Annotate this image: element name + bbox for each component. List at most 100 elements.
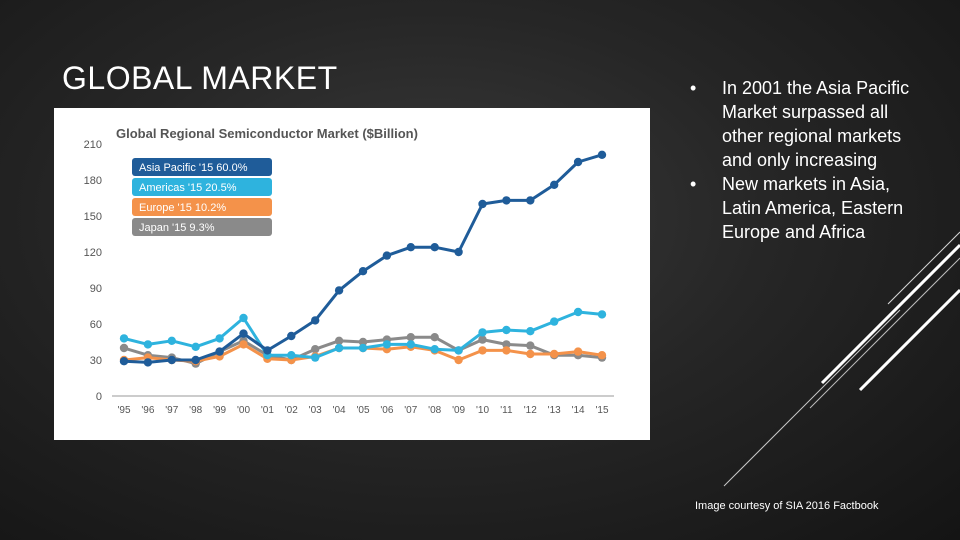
series-asia — [119, 150, 607, 367]
data-point-americas — [167, 336, 176, 345]
data-point-japan — [526, 341, 535, 350]
image-caption: Image courtesy of SIA 2016 Factbook — [695, 500, 879, 512]
data-point-americas — [334, 343, 344, 353]
data-point-asia — [287, 331, 296, 341]
data-point-asia — [502, 196, 511, 205]
data-point-europe — [573, 347, 583, 356]
x-axis-ticks: '95 '96 '97 '98 '99 '00 '01 '02 '03 '04 '05 '06 '07 '… — [117, 405, 608, 416]
x-tick-label: '97 — [165, 405, 178, 416]
data-point-asia — [454, 247, 463, 257]
chart-panel: Global Regional Semiconductor Market ($B… — [54, 108, 650, 440]
data-point-europe — [597, 351, 607, 360]
bullet-item: • In 2001 the Asia Pacific Market surpas… — [678, 76, 918, 172]
data-point-americas — [119, 334, 129, 343]
data-point-asia — [550, 180, 559, 189]
x-tick-label: '03 — [309, 405, 322, 416]
semiconductor-market-chart: Global Regional Semiconductor Market ($B… — [84, 126, 614, 416]
data-point-europe — [526, 349, 535, 359]
data-point-americas — [550, 317, 559, 326]
x-tick-label: '05 — [356, 405, 369, 416]
x-tick-label: '96 — [141, 405, 154, 416]
data-point-asia — [358, 267, 368, 276]
x-tick-label: '99 — [213, 405, 226, 416]
x-tick-label: '95 — [117, 405, 130, 416]
x-tick-label: '00 — [237, 405, 250, 416]
legend-label: Europe '15 10.2% — [139, 202, 226, 214]
data-point-americas — [573, 307, 583, 317]
data-point-americas — [502, 325, 511, 335]
legend-swatch-japan — [132, 218, 272, 236]
data-point-japan — [334, 336, 344, 345]
y-tick-label: 210 — [84, 139, 102, 151]
data-point-japan — [430, 333, 439, 342]
data-point-asia — [430, 243, 439, 252]
deco-line — [820, 243, 960, 385]
data-point-americas — [382, 340, 392, 349]
data-point-asia — [526, 196, 535, 205]
x-tick-label: '06 — [380, 405, 393, 416]
legend-swatch-asia — [132, 158, 272, 176]
data-point-asia — [382, 251, 392, 260]
data-point-japan — [358, 337, 368, 347]
legend-swatch-americas — [132, 178, 272, 196]
data-point-europe — [239, 340, 248, 349]
data-point-asia — [191, 355, 200, 365]
data-point-europe — [502, 346, 511, 355]
y-tick-label: 90 — [90, 283, 102, 295]
x-tick-label: '07 — [404, 405, 417, 416]
data-point-americas — [311, 353, 320, 362]
x-tick-label: '13 — [548, 405, 561, 416]
data-point-americas — [239, 313, 248, 323]
series-americas — [119, 307, 607, 362]
chart-title: Global Regional Semiconductor Market ($B… — [116, 126, 418, 141]
data-point-americas — [526, 327, 535, 336]
data-point-asia — [311, 316, 320, 325]
data-point-japan — [119, 343, 129, 353]
data-point-asia — [167, 355, 176, 365]
data-point-americas — [597, 310, 607, 319]
data-point-asia — [573, 157, 583, 167]
x-tick-label: '08 — [428, 405, 441, 416]
y-tick-label: 120 — [84, 247, 102, 259]
chart-legend: Asia Pacific '15 60.0% Americas '15 20.5%… — [132, 158, 272, 236]
deco-line — [723, 309, 901, 487]
bullet-text: New markets in Asia, Latin America, East… — [722, 174, 904, 242]
data-point-americas — [430, 345, 439, 354]
x-tick-label: '09 — [452, 405, 465, 416]
data-point-asia — [143, 358, 153, 367]
data-point-asia — [597, 150, 607, 159]
y-tick-label: 60 — [90, 319, 102, 331]
deco-line — [858, 288, 960, 392]
bullet-marker: • — [690, 174, 697, 194]
data-point-americas — [215, 334, 224, 343]
data-point-americas — [454, 346, 463, 355]
data-point-americas — [358, 343, 368, 353]
legend-label: Japan '15 9.3% — [139, 222, 215, 234]
data-point-europe — [454, 355, 463, 365]
data-point-asia — [119, 357, 129, 366]
legend-label: Americas '15 20.5% — [139, 182, 237, 194]
data-point-europe — [550, 349, 559, 359]
data-point-japan — [406, 333, 415, 342]
data-point-asia — [406, 243, 415, 252]
bullet-marker: • — [690, 78, 697, 98]
x-tick-label: '14 — [572, 405, 585, 416]
x-tick-label: '04 — [333, 405, 346, 416]
data-point-japan — [502, 340, 511, 349]
slide-title: GLOBAL MARKET — [62, 60, 338, 96]
y-axis-ticks: 0 30 60 90 120 150 180 210 — [84, 139, 102, 403]
y-tick-label: 30 — [90, 355, 102, 367]
data-point-asia — [478, 199, 487, 209]
y-tick-label: 0 — [96, 391, 102, 403]
legend-swatch-europe — [132, 198, 272, 216]
x-tick-label: '15 — [595, 405, 608, 416]
data-point-americas — [478, 328, 487, 337]
series-lines — [119, 150, 607, 368]
bullet-item: • New markets in Asia, Latin America, Ea… — [678, 172, 918, 244]
x-tick-label: '12 — [524, 405, 537, 416]
legend-label: Asia Pacific '15 60.0% — [139, 162, 248, 174]
bullet-text: In 2001 the Asia Pacific Market surpasse… — [722, 78, 910, 170]
x-tick-label: '10 — [476, 405, 489, 416]
bullet-list: • In 2001 the Asia Pacific Market surpas… — [678, 76, 918, 244]
data-point-americas — [406, 340, 415, 349]
